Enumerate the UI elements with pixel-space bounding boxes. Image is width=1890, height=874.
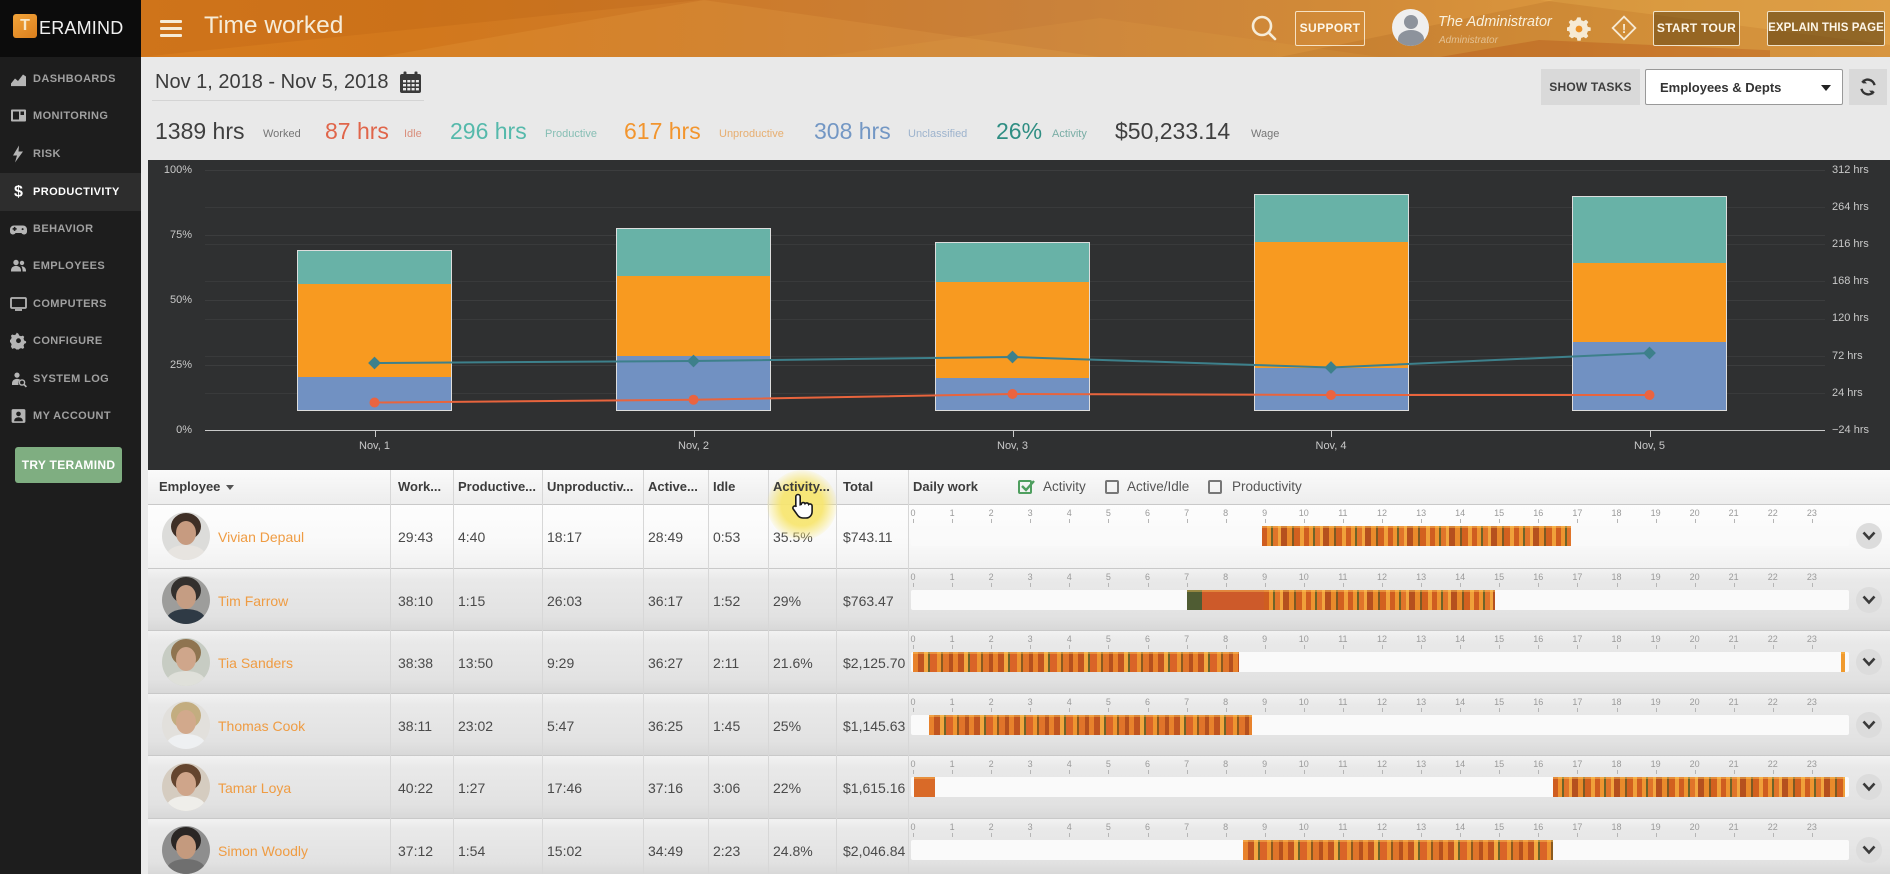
svg-text:!: ! — [1622, 21, 1626, 36]
